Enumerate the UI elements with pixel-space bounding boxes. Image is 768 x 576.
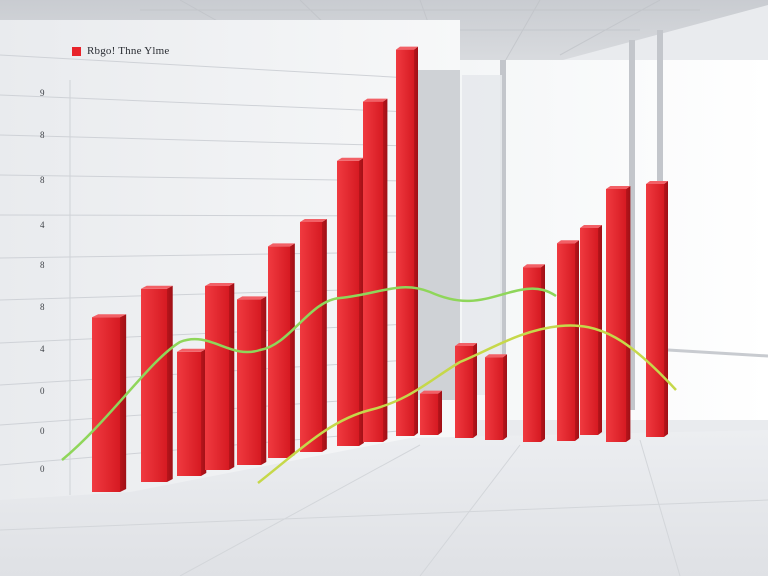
y-tick: 8	[40, 130, 45, 140]
bar-front	[420, 393, 438, 435]
bar-side	[664, 181, 668, 437]
bar-front	[300, 222, 322, 452]
bar-top	[485, 354, 507, 358]
wall-corner	[410, 70, 460, 400]
bar	[205, 283, 235, 470]
bar-front	[523, 267, 541, 442]
bar-top	[455, 343, 477, 346]
y-tick: 8	[40, 175, 45, 185]
bar	[177, 348, 207, 476]
bar-side	[359, 157, 364, 447]
bar-front	[580, 228, 598, 435]
bar-top	[396, 46, 418, 50]
bar-side	[229, 283, 235, 470]
bar	[337, 157, 364, 447]
bar-top	[92, 314, 127, 318]
bar-top	[141, 285, 173, 289]
bar-top	[580, 225, 602, 228]
bar	[141, 285, 173, 482]
bar-side	[626, 186, 631, 442]
trend-line-upper	[61, 285, 557, 461]
bar-top	[557, 240, 579, 244]
bar-front	[455, 346, 473, 438]
bar	[485, 354, 507, 440]
floor-tiles	[0, 439, 768, 576]
bar-side	[473, 343, 477, 438]
bar-top	[237, 296, 267, 300]
bar-front	[396, 49, 414, 436]
bar	[396, 46, 418, 436]
y-tick: 0	[40, 386, 45, 396]
bar-front	[485, 357, 503, 440]
bar	[268, 243, 295, 458]
bar-top	[420, 390, 442, 394]
bar	[646, 181, 668, 437]
legend-swatch	[72, 46, 81, 56]
bar-front	[141, 288, 167, 482]
window-sill	[667, 348, 768, 358]
bar-side	[201, 348, 207, 476]
bar-top	[268, 243, 295, 247]
bar	[606, 186, 631, 442]
bar-front	[337, 160, 359, 447]
bar	[455, 343, 477, 438]
bar-side	[503, 354, 507, 440]
bar	[557, 240, 579, 441]
bar-top	[606, 186, 631, 189]
bar-front	[646, 184, 664, 437]
bar-front	[606, 189, 626, 442]
bar-front	[92, 317, 120, 492]
bar	[237, 296, 267, 465]
bar-top	[177, 348, 207, 352]
bar-side	[322, 219, 327, 452]
y-tick: 4	[40, 344, 45, 354]
ceiling-grid	[140, 0, 700, 71]
y-axis-ticks: 9 8 8 4 8 8 4 0 0 0	[40, 80, 60, 480]
bar-top	[300, 219, 327, 222]
bar-side	[290, 243, 295, 458]
bar	[300, 219, 327, 452]
bar-side	[261, 296, 267, 465]
bar-top	[205, 283, 235, 286]
bar-top	[363, 98, 388, 102]
bar-top	[337, 157, 364, 161]
y-tick: 0	[40, 426, 45, 436]
bar-side	[120, 314, 127, 492]
bar-side	[541, 264, 545, 442]
bar-side	[383, 98, 388, 442]
bar-side	[167, 285, 173, 482]
bar	[420, 390, 442, 435]
bar-front	[557, 243, 575, 441]
bar	[523, 264, 545, 442]
bar-front	[363, 101, 383, 442]
legend-label: Rbgo! Thne Ylme	[87, 45, 170, 57]
bar-top	[523, 264, 545, 268]
y-tick: 8	[40, 302, 45, 312]
bar-front	[268, 246, 290, 458]
bar-front	[205, 286, 229, 470]
bar-top	[646, 181, 668, 184]
trend-line-lower	[257, 324, 677, 484]
y-tick: 8	[40, 260, 45, 270]
y-tick: 9	[40, 88, 45, 98]
bar-front	[237, 299, 261, 465]
legend: Rbgo! Thne Ylme	[72, 45, 169, 57]
y-tick: 4	[40, 220, 45, 230]
bar-front	[177, 351, 201, 476]
bar-side	[575, 240, 579, 441]
bar-side	[414, 46, 418, 436]
curtain	[462, 75, 502, 395]
y-tick: 0	[40, 464, 45, 474]
bar-side	[438, 390, 442, 435]
bar	[363, 98, 388, 442]
bar	[92, 314, 127, 492]
floor	[0, 430, 768, 576]
